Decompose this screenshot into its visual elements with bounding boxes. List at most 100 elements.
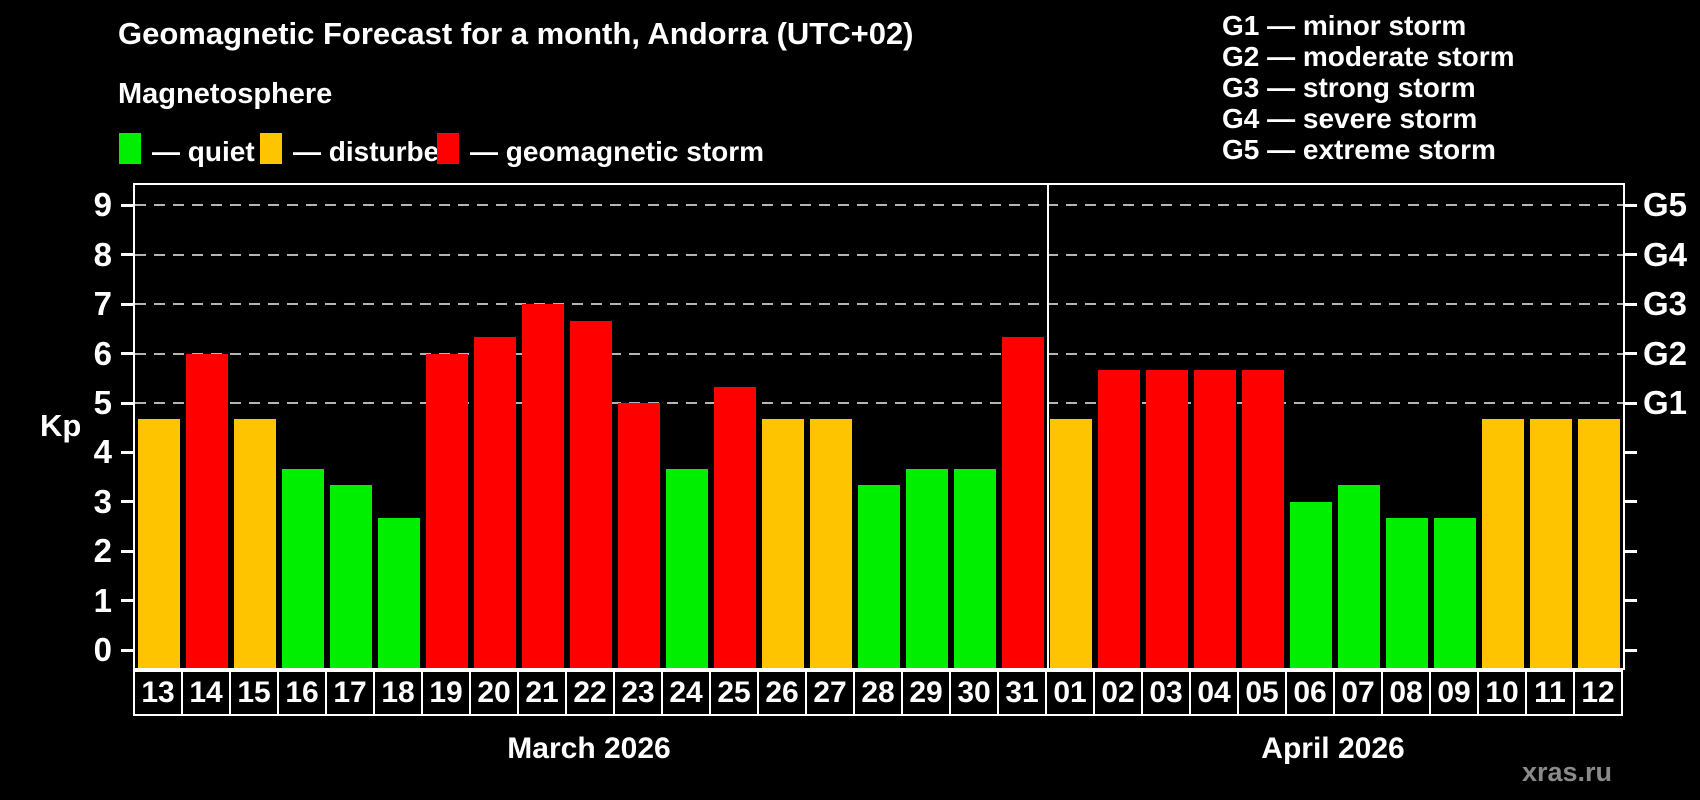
quiet-legend-label: — quiet (152, 136, 255, 167)
month-label-0: March 2026 (507, 732, 671, 765)
day-box-28: 28 (853, 670, 903, 716)
quiet-legend-swatch (119, 133, 141, 164)
gridline-kp6 (135, 352, 1623, 355)
bar-march-14 (186, 353, 228, 668)
month-separator (1047, 185, 1049, 668)
gridline-kp9 (135, 204, 1623, 207)
left-axis-label-0: 0 (93, 631, 112, 668)
bar-march-27 (810, 419, 852, 668)
day-box-01: 01 (1045, 670, 1095, 716)
day-box-29: 29 (901, 670, 951, 716)
day-box-15: 15 (229, 670, 279, 716)
day-box-05: 05 (1237, 670, 1287, 716)
right-axis-tick-3 (1625, 500, 1637, 504)
day-box-20: 20 (469, 670, 519, 716)
day-box-08: 08 (1381, 670, 1431, 716)
day-box-13: 13 (133, 670, 183, 716)
day-box-03: 03 (1141, 670, 1191, 716)
day-box-26: 26 (757, 670, 807, 716)
bar-march-22 (570, 320, 612, 668)
left-axis-tick-1 (121, 599, 133, 603)
left-axis-label-5: 5 (93, 384, 112, 421)
right-axis-label-g4: G4 (1643, 235, 1688, 273)
bar-march-19 (426, 353, 468, 668)
day-box-10: 10 (1477, 670, 1527, 716)
right-axis-tick-7 (1625, 302, 1637, 306)
day-box-19: 19 (421, 670, 471, 716)
storm-legend-label: — geomagnetic storm (470, 136, 765, 167)
day-box-25: 25 (709, 670, 759, 716)
day-box-16: 16 (277, 670, 327, 716)
g4-legend-line: G4 — severe storm (1222, 103, 1478, 134)
bar-march-17 (330, 485, 372, 668)
day-box-22: 22 (565, 670, 615, 716)
bar-april-09 (1434, 518, 1476, 668)
right-axis-label-g1: G1 (1643, 384, 1688, 421)
gridline-kp8 (135, 253, 1623, 256)
day-box-17: 17 (325, 670, 375, 716)
day-box-24: 24 (661, 670, 711, 716)
bar-march-30 (954, 468, 996, 668)
disturbed-legend-label: — disturbed (293, 136, 457, 167)
bar-april-10 (1482, 419, 1524, 668)
bar-april-01 (1050, 419, 1092, 668)
left-axis-label-8: 8 (93, 235, 112, 273)
bar-march-20 (474, 337, 516, 668)
right-axis-tick-6 (1625, 352, 1637, 356)
left-axis-tick-2 (121, 549, 133, 553)
left-axis-label-6: 6 (93, 334, 112, 372)
bar-march-24 (666, 468, 708, 668)
left-axis-tick-7 (121, 302, 133, 306)
left-axis-tick-6 (121, 352, 133, 356)
day-box-09: 09 (1429, 670, 1479, 716)
bar-march-26 (762, 419, 804, 668)
left-axis-tick-0 (121, 648, 133, 652)
disturbed-legend-swatch (260, 133, 282, 164)
right-axis-label-g3: G3 (1643, 285, 1688, 323)
g3-legend-line: G3 — strong storm (1222, 72, 1476, 103)
bar-april-04 (1194, 369, 1236, 668)
bar-march-21 (522, 304, 564, 668)
kp-axis-label: Kp (40, 408, 82, 443)
day-box-07: 07 (1333, 670, 1383, 716)
bar-april-06 (1290, 501, 1332, 668)
watermark: xras.ru (1521, 757, 1612, 787)
left-axis-tick-5 (121, 401, 133, 405)
storm-legend-swatch (437, 133, 459, 164)
day-box-14: 14 (181, 670, 231, 716)
bar-april-12 (1578, 419, 1620, 668)
g5-legend-line: G5 — extreme storm (1222, 134, 1496, 165)
day-box-31: 31 (997, 670, 1047, 716)
day-box-06: 06 (1285, 670, 1335, 716)
left-axis-tick-8 (121, 253, 133, 257)
right-axis-tick-8 (1625, 253, 1637, 257)
g1-legend-line: G1 — minor storm (1222, 10, 1467, 41)
day-box-21: 21 (517, 670, 567, 716)
left-axis-tick-9 (121, 203, 133, 207)
bar-march-23 (618, 403, 660, 668)
left-axis-label-1: 1 (93, 581, 112, 619)
bar-march-15 (234, 419, 276, 668)
right-axis-tick-2 (1625, 549, 1637, 553)
left-axis-label-4: 4 (93, 433, 112, 471)
day-box-04: 04 (1189, 670, 1239, 716)
right-axis-label-g5: G5 (1643, 186, 1688, 224)
gridline-kp7 (135, 303, 1623, 306)
bar-april-02 (1098, 369, 1140, 668)
bar-april-05 (1242, 369, 1284, 668)
gridline-kp5 (135, 402, 1623, 404)
right-axis-tick-4 (1625, 450, 1637, 454)
bar-march-18 (378, 518, 420, 668)
bar-march-29 (906, 468, 948, 668)
right-axis-label-g2: G2 (1643, 334, 1688, 372)
day-box-18: 18 (373, 670, 423, 716)
right-axis-tick-0 (1625, 648, 1637, 652)
left-axis-tick-3 (121, 500, 133, 504)
bar-april-03 (1146, 369, 1188, 668)
day-box-27: 27 (805, 670, 855, 716)
right-axis-tick-5 (1625, 401, 1637, 405)
day-box-12: 12 (1573, 670, 1623, 716)
left-axis-label-3: 3 (93, 482, 112, 520)
day-box-02: 02 (1093, 670, 1143, 716)
chart-title: Geomagnetic Forecast for a month, Andorr… (118, 16, 914, 51)
